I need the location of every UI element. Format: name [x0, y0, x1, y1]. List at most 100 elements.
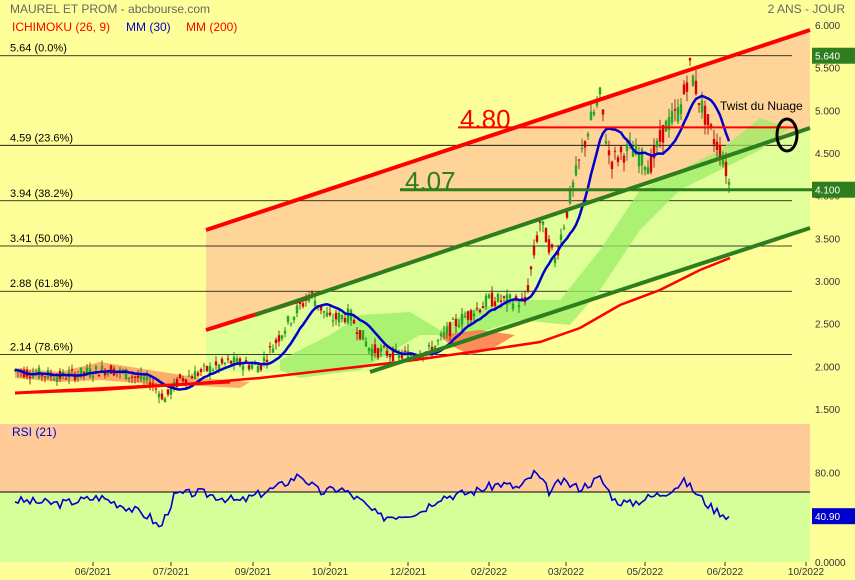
- candle-body: [217, 364, 221, 369]
- candle-body: [64, 378, 68, 380]
- candle-body: [340, 314, 344, 320]
- period-label: 2 ANS - JOUR: [768, 2, 846, 16]
- resistance-label: 4.80: [460, 104, 511, 134]
- candle-body: [556, 251, 560, 256]
- fib-label: 2.88 (61.8%): [10, 278, 73, 290]
- twist-label: Twist du Nuage: [720, 99, 803, 113]
- candle-body: [109, 365, 113, 374]
- candle-body: [364, 341, 368, 347]
- candle-body: [538, 221, 542, 223]
- candle-body: [550, 244, 554, 248]
- candle-body: [124, 369, 128, 380]
- candle-body: [127, 377, 131, 379]
- candle-body: [574, 165, 578, 176]
- candle-body: [376, 348, 380, 358]
- candle-body: [373, 344, 377, 354]
- candle-body: [268, 345, 272, 348]
- candle-body: [97, 374, 101, 377]
- candle-body: [313, 300, 317, 307]
- y-tick-label: 5.500: [815, 64, 840, 75]
- rsi-title: RSI (21): [12, 425, 57, 439]
- fib-label: 3.41 (50.0%): [10, 233, 73, 245]
- candle-body: [346, 308, 350, 323]
- candle-body: [226, 358, 230, 360]
- upper-channel-line: [205, 28, 811, 232]
- candle-body: [676, 107, 680, 122]
- candle-body: [559, 234, 563, 240]
- upper-channel-zone: [206, 30, 810, 330]
- rsi-oversold-zone: [0, 492, 810, 562]
- candle-body: [706, 114, 710, 126]
- legend-mm30: MM (30): [126, 20, 171, 34]
- candle-body: [130, 376, 134, 378]
- candle-body: [154, 388, 158, 390]
- candle-body: [142, 377, 146, 380]
- candle-body: [640, 149, 644, 166]
- x-tick-label: 06/2022: [707, 567, 744, 578]
- candle-body: [322, 310, 326, 313]
- y-tick-label: 5.000: [815, 106, 840, 117]
- candle-body: [400, 354, 404, 359]
- candle-body: [658, 129, 662, 142]
- candle-body: [634, 145, 638, 155]
- candle-body: [406, 350, 410, 361]
- candle-body: [337, 313, 341, 323]
- candle-body: [700, 100, 704, 113]
- rsi-overbought-zone: [0, 424, 810, 492]
- candle-body: [352, 320, 356, 324]
- candle-body: [694, 80, 698, 95]
- candle-body: [580, 148, 584, 150]
- candle-body: [187, 375, 191, 377]
- candle-body: [445, 327, 449, 334]
- last-close-label: 4.100: [815, 186, 840, 197]
- candle-body: [625, 144, 629, 152]
- candle-body: [466, 311, 470, 320]
- candle-body: [451, 318, 455, 320]
- candle-body: [619, 146, 623, 153]
- candle-body: [259, 363, 263, 370]
- x-tick-label: 10/2021: [312, 567, 349, 578]
- candle-body: [256, 366, 260, 373]
- candle-body: [277, 335, 281, 342]
- candle-body: [247, 365, 251, 370]
- candle-body: [331, 320, 335, 322]
- candle-body: [505, 294, 509, 305]
- last-high-box: [812, 47, 855, 64]
- rsi-last-box: [812, 508, 855, 525]
- y-tick-label: 2.500: [815, 320, 840, 331]
- candle-body: [181, 378, 185, 382]
- candle-body: [325, 312, 329, 317]
- x-tick-label: 02/2022: [471, 567, 508, 578]
- x-tick-label: 06/2021: [75, 567, 112, 578]
- candle-body: [553, 257, 557, 264]
- candle-body: [139, 372, 143, 380]
- candle-body: [679, 104, 683, 114]
- candle-body: [370, 348, 374, 357]
- candle-body: [334, 312, 338, 320]
- candle-body: [193, 371, 197, 379]
- y-tick-label: 2.000: [815, 362, 840, 373]
- candle-body: [403, 350, 407, 352]
- candle-body: [643, 167, 647, 171]
- candle-body: [163, 398, 167, 403]
- chart-title: MAUREL ET PROM - abcbourse.com: [10, 2, 210, 16]
- candle-body: [202, 365, 206, 367]
- candle-body: [421, 356, 425, 358]
- candle-body: [595, 101, 599, 106]
- last-high-label: 5.640: [815, 52, 840, 63]
- candle-body: [343, 317, 347, 323]
- candle-body: [70, 369, 74, 371]
- candle-body: [718, 144, 722, 158]
- candle-body: [607, 150, 611, 156]
- candle-body: [409, 354, 413, 356]
- candle-body: [499, 300, 503, 302]
- candle-body: [433, 345, 437, 349]
- candle-body: [667, 116, 671, 131]
- candle-body: [502, 296, 506, 298]
- candle-body: [274, 339, 278, 344]
- candle-body: [469, 310, 473, 321]
- legend-ichimoku: ICHIMOKU (26, 9): [12, 20, 110, 34]
- candle-body: [442, 332, 446, 335]
- candle-body: [73, 373, 77, 381]
- candle-body: [382, 346, 386, 348]
